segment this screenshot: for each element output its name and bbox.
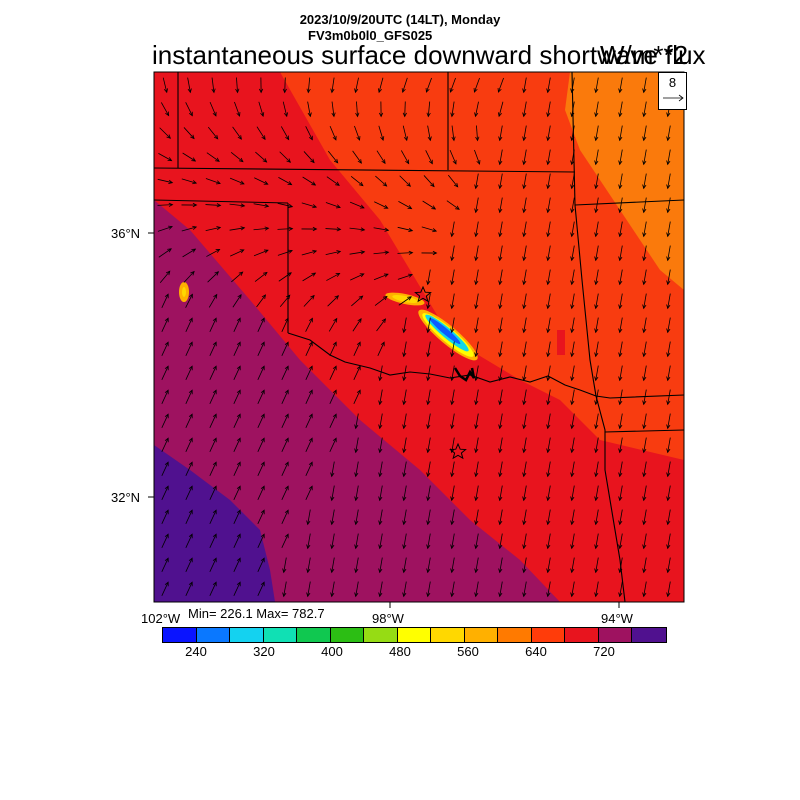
map-frame	[153, 71, 685, 603]
colorbar-swatch	[565, 628, 599, 642]
colorbar-swatch	[431, 628, 465, 642]
colorbar-swatch	[196, 628, 230, 642]
cloud-feature	[385, 292, 478, 361]
lake-feature	[453, 367, 476, 382]
field-southwest-band	[154, 200, 560, 602]
colorbar-tick-label: 400	[321, 644, 343, 659]
colorbar-swatch	[498, 628, 532, 642]
field-purple-corner	[154, 445, 275, 602]
datetime-title: 2023/10/9/20UTC (14LT), Monday	[299, 12, 501, 27]
colorbar-swatch	[330, 628, 364, 642]
colorbar-swatch	[263, 628, 297, 642]
colorbar-tick-label: 560	[457, 644, 479, 659]
colorbar-swatch	[397, 628, 431, 642]
colorbar-tick-label: 720	[593, 644, 615, 659]
min-max-text: Min= 226.1 Max= 782.7	[188, 606, 325, 621]
colorbar-swatch	[598, 628, 632, 642]
lat-label-36: 36°N	[111, 226, 141, 241]
colorbar-swatch	[464, 628, 498, 642]
lon-label-98: 98°W	[372, 611, 404, 626]
colorbar-tick-label: 480	[389, 644, 411, 659]
state-borders	[154, 72, 684, 602]
model-title: FV3m0b0l0_GFS025	[308, 28, 433, 43]
colorbar-swatch	[297, 628, 331, 642]
colorbar-swatch	[364, 628, 398, 642]
units-title: W/m**2	[600, 40, 689, 70]
colorbar-swatch	[230, 628, 264, 642]
station-star-north	[414, 285, 432, 303]
reference-vector-box: 8	[658, 72, 687, 110]
field-northeast	[280, 72, 684, 460]
colorbar	[162, 627, 667, 643]
wind-vectors	[157, 77, 671, 598]
station-markers	[414, 285, 467, 460]
reference-vector-arrow-icon	[663, 94, 684, 102]
colorbar-swatch	[163, 628, 197, 642]
station-star-south	[449, 442, 467, 460]
field-far-northeast	[565, 72, 684, 290]
lon-label-102: 102°W	[141, 611, 181, 626]
colorbar-tick-label: 320	[253, 644, 275, 659]
lat-label-32: 32°N	[111, 490, 141, 505]
colorbar-tick-label: 240	[185, 644, 207, 659]
variable-title: instantaneous surface downward shortwave…	[152, 40, 706, 70]
colorbar-swatch	[531, 628, 565, 642]
reference-vector-value: 8	[668, 75, 677, 90]
colorbar-tick-label: 640	[525, 644, 547, 659]
colorbar-swatch	[632, 628, 666, 642]
shortwave-field	[154, 72, 684, 602]
lon-label-94: 94°W	[601, 611, 633, 626]
